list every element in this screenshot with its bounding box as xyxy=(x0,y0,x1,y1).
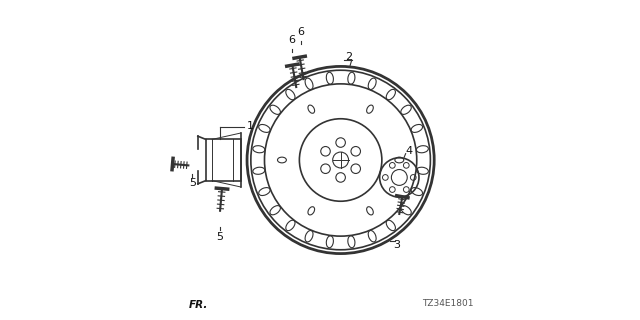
Text: 1: 1 xyxy=(247,121,254,131)
Text: 2: 2 xyxy=(345,52,352,62)
Text: 6: 6 xyxy=(298,27,305,37)
Text: 5: 5 xyxy=(189,178,196,188)
Bar xyxy=(206,140,241,180)
Text: 3: 3 xyxy=(393,240,400,250)
Text: 5: 5 xyxy=(216,232,223,242)
Text: FR.: FR. xyxy=(188,300,208,309)
Text: TZ34E1801: TZ34E1801 xyxy=(422,299,474,308)
Text: 4: 4 xyxy=(406,146,413,156)
Text: 6: 6 xyxy=(289,35,296,45)
